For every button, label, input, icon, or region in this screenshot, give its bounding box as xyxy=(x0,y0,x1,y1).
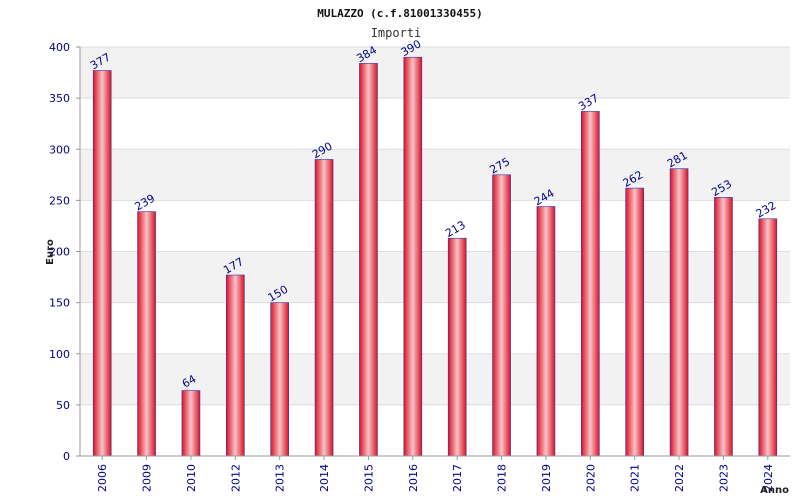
data-label: 64 xyxy=(180,372,199,390)
data-label: 213 xyxy=(443,218,468,240)
x-tick-label: 2014 xyxy=(318,464,331,492)
x-tick-label: 2021 xyxy=(629,464,642,492)
bar xyxy=(581,111,600,457)
y-tick-label: 100 xyxy=(49,348,70,361)
bar xyxy=(714,197,733,457)
x-tick-label: 2020 xyxy=(584,464,597,492)
x-tick-label: 2016 xyxy=(407,464,420,492)
y-tick-labels: 0 50 100 150 200 250 300 350 400 xyxy=(49,41,80,463)
x-tick-label: 2019 xyxy=(540,464,553,492)
bar xyxy=(270,302,289,457)
x-tick-label: 2017 xyxy=(451,464,464,492)
x-tick-label: 2012 xyxy=(229,464,242,492)
x-axis-label: Anno xyxy=(760,485,789,496)
bar xyxy=(447,237,467,457)
y-tick-label: 300 xyxy=(49,143,70,156)
y-tick-label: 400 xyxy=(49,41,70,54)
bar xyxy=(137,211,156,457)
bar xyxy=(625,187,644,457)
x-tick-label: 2023 xyxy=(717,464,730,492)
x-tick-label: 2013 xyxy=(274,464,287,492)
x-tick-label: 2006 xyxy=(96,464,109,492)
x-tick-label: 2009 xyxy=(141,464,154,492)
bar xyxy=(403,56,423,457)
grid-band xyxy=(80,47,790,99)
bar xyxy=(181,390,201,457)
bar xyxy=(669,168,689,457)
x-tick-label: 2015 xyxy=(362,464,375,492)
x-tick-label: 2018 xyxy=(496,464,509,492)
bar xyxy=(492,174,511,457)
bar xyxy=(226,274,245,457)
bar xyxy=(758,218,778,457)
y-tick-label: 350 xyxy=(49,92,70,105)
x-tick-labels: 2006 2009 2010 2012 2013 2014 2015 2016 2017 2018… xyxy=(96,456,775,492)
x-tick-label: 2022 xyxy=(673,464,686,492)
bar xyxy=(359,63,378,457)
bar xyxy=(314,159,334,457)
chart-subtitle: Importi xyxy=(371,26,422,40)
chart-title: MULAZZO (c.f.81001330455) xyxy=(317,7,483,20)
y-tick-label: 50 xyxy=(56,399,70,412)
y-tick-label: 0 xyxy=(63,450,70,463)
data-label: 232 xyxy=(754,199,779,221)
x-tick-label: 2024 xyxy=(762,464,775,492)
y-tick-label: 150 xyxy=(49,297,70,310)
y-tick-label: 200 xyxy=(49,246,70,259)
bar xyxy=(536,206,556,457)
y-tick-label: 250 xyxy=(49,194,70,207)
y-axis-label: Euro xyxy=(45,239,56,265)
bar xyxy=(92,70,112,457)
x-tick-label: 2010 xyxy=(185,464,198,492)
